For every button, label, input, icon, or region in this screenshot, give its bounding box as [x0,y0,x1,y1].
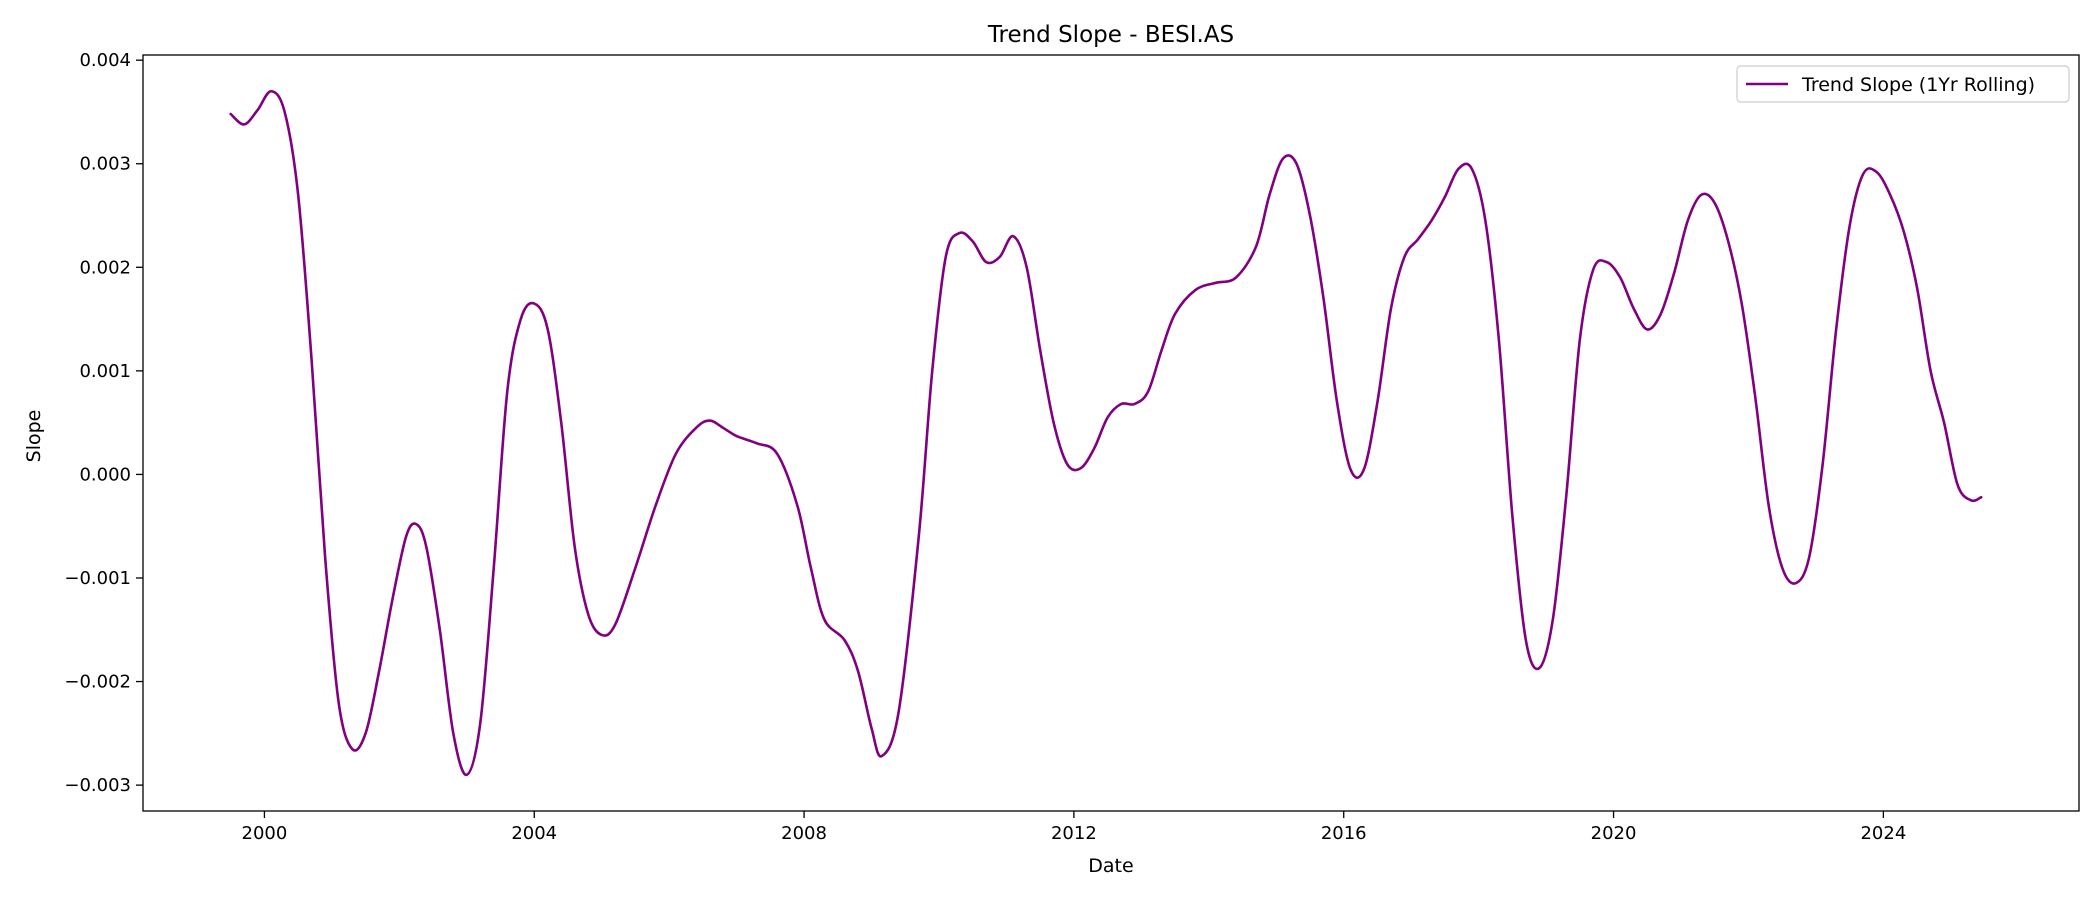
x-axis: 2000 2004 2008 2012 2016 2020 2024 [242,811,1906,844]
x-tick-label: 2000 [242,823,288,844]
x-tick-label: 2024 [1860,823,1906,844]
legend-label: Trend Slope (1Yr Rolling) [1801,74,2035,96]
y-tick-label: −0.003 [64,775,131,796]
y-tick-label: 0.000 [79,464,131,485]
y-axis-label: Slope [23,410,45,463]
y-tick-label: −0.002 [64,672,131,693]
x-tick-label: 2004 [511,823,557,844]
chart-title: Trend Slope - BESI.AS [987,22,1234,48]
y-axis: −0.003 −0.002 −0.001 0.000 0.001 0.002 0.003 0.… [64,50,143,796]
legend: Trend Slope (1Yr Rolling) [1736,65,2070,103]
x-tick-label: 2020 [1591,823,1637,844]
y-tick-label: 0.002 [79,257,131,278]
y-tick-label: 0.001 [79,361,131,382]
x-axis-label: Date [1088,855,1133,877]
x-tick-label: 2008 [781,823,827,844]
x-tick-label: 2016 [1321,823,1367,844]
plot-frame [142,54,2080,812]
plot-background [143,55,2079,811]
legend-box [1736,65,2070,103]
y-tick-label: −0.001 [64,568,131,589]
series-line-trend-slope [229,89,1983,777]
y-tick-label: 0.003 [79,154,131,175]
x-tick-label: 2012 [1051,823,1097,844]
y-tick-label: 0.004 [79,50,131,71]
